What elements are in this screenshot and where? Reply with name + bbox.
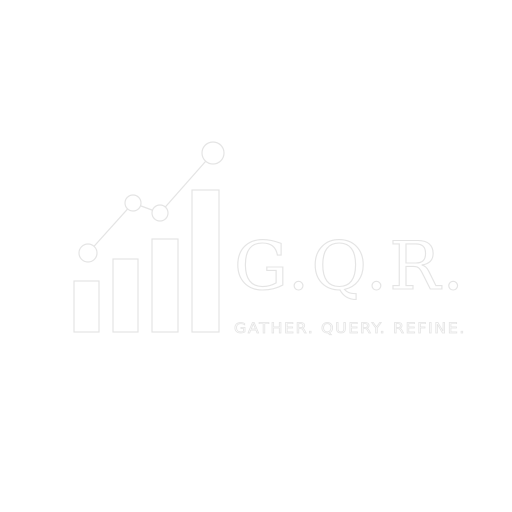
brand-tagline: GATHER. QUERY. REFINE. — [234, 321, 466, 337]
trend-point-2 — [124, 194, 142, 212]
chart-bar-1 — [73, 280, 100, 333]
brand-name: G.Q.R. — [234, 228, 466, 305]
chart-bar-2 — [112, 258, 139, 333]
bar-chart-trend-icon — [73, 141, 225, 333]
trend-point-3 — [151, 204, 169, 222]
trend-point-1 — [78, 243, 98, 263]
trend-line — [78, 141, 225, 263]
trend-point-4 — [201, 141, 225, 165]
chart-bar-3 — [151, 238, 179, 333]
chart-bar-4 — [191, 189, 220, 333]
